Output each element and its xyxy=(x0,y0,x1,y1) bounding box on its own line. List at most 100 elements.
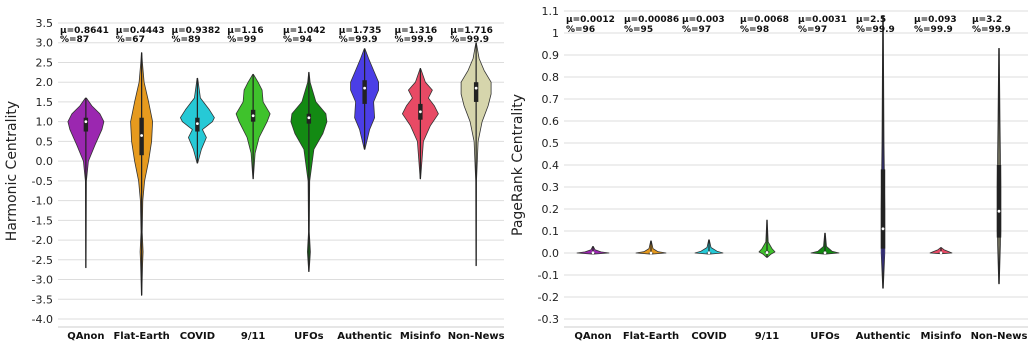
y-tick-label: -0.3 xyxy=(538,313,559,326)
violin-iqr-box xyxy=(83,117,89,132)
y-tick-label: 1.5 xyxy=(36,96,54,109)
percent-annotation: %=99.9 xyxy=(914,25,953,35)
percent-annotation: %=96 xyxy=(566,25,595,35)
mean-annotation: μ=1.716 xyxy=(450,26,493,36)
y-tick-label: -1.0 xyxy=(32,195,53,208)
y-tick-label: -0.1 xyxy=(538,269,559,282)
violin-median-dot xyxy=(765,251,769,254)
mean-annotation: μ=1.16 xyxy=(227,26,263,36)
violin-median-dot xyxy=(307,116,311,120)
violin-median-dot xyxy=(251,114,255,118)
y-tick-label: 0.6 xyxy=(542,115,560,128)
x-tick-label: Authentic xyxy=(856,331,911,342)
x-tick-label: UFOs xyxy=(294,331,323,342)
violin-median-dot xyxy=(195,122,199,126)
y-tick-label: 3.0 xyxy=(36,37,54,50)
violin-misinfo xyxy=(929,247,953,255)
y-tick-label: 2.5 xyxy=(36,56,54,69)
y-tick-label: 0.0 xyxy=(542,247,560,260)
mean-annotation: μ=0.093 xyxy=(914,15,957,25)
y-tick-label: -4.0 xyxy=(32,313,53,326)
violin-misinfo xyxy=(402,68,439,180)
x-tick-label: Non-News xyxy=(971,331,1028,342)
violin-9-11 xyxy=(758,219,776,258)
y-tick-label: 0.5 xyxy=(36,135,54,148)
percent-annotation: %=95 xyxy=(624,25,653,35)
y-tick-label: 0.8 xyxy=(542,71,560,84)
mean-annotation: μ=1.316 xyxy=(395,26,438,36)
violin-median-dot xyxy=(649,251,653,255)
percent-annotation: %=89 xyxy=(172,35,201,45)
percent-annotation: %=99 xyxy=(227,35,256,45)
violin-iqr-box xyxy=(362,80,367,104)
percent-annotation: %=99.9 xyxy=(339,35,378,45)
violin-iqr-box xyxy=(996,165,1002,238)
violin-authentic xyxy=(880,15,886,289)
percent-annotation: %=94 xyxy=(283,35,312,45)
mean-annotation: μ=0.8641 xyxy=(60,26,109,36)
violin-flat-earth xyxy=(130,52,153,296)
violin-median-dot xyxy=(474,86,478,90)
percent-annotation: %=87 xyxy=(60,35,89,45)
y-tick-label: 0.0 xyxy=(36,155,54,168)
violin-flat-earth xyxy=(635,240,667,255)
percent-annotation: %=67 xyxy=(116,35,145,45)
y-tick-label: 2.0 xyxy=(36,76,54,89)
mean-annotation: μ=0.0031 xyxy=(798,15,847,25)
violin-median-dot xyxy=(997,209,1001,213)
violin-median-dot xyxy=(881,227,885,231)
violin-median-dot xyxy=(707,251,711,255)
x-tick-label: COVID xyxy=(691,331,726,342)
mean-annotation: μ=0.003 xyxy=(682,15,725,25)
y-tick-label: -3.0 xyxy=(32,274,53,287)
y-tick-label: -0.2 xyxy=(538,291,559,304)
violin-qanon xyxy=(576,246,610,255)
harmonic-centrality-violin-chart: 3.5 3.0 2.5 2.0 1.5 1.0 0.5 0.0 -0.5 -1.0 -1.5 -2.0… xyxy=(4,17,505,342)
x-tick-label: QAnon xyxy=(67,331,104,342)
x-tick-label: Authentic xyxy=(337,331,392,342)
x-tick-label: QAnon xyxy=(574,331,611,342)
y-tick-label: 0.9 xyxy=(542,49,560,62)
y-tick-label: 1 xyxy=(552,27,559,40)
violin-covid xyxy=(180,77,215,164)
violin-ufos xyxy=(290,71,328,272)
violin-median-dot xyxy=(823,251,827,255)
y-tick-label: -0.5 xyxy=(32,175,53,188)
y-tick-label: -1.5 xyxy=(32,214,53,227)
y-axis-label: Harmonic Centrality xyxy=(4,101,20,241)
percent-annotation: %=98 xyxy=(740,25,769,35)
y-tick-label: -3.5 xyxy=(32,293,53,306)
mean-annotation: μ=0.00086 xyxy=(624,15,679,25)
y-tick-label: 0.1 xyxy=(542,225,560,238)
mean-annotation: μ=0.9382 xyxy=(172,26,221,36)
percent-annotation: %=99.9 xyxy=(856,25,895,35)
violin-9-11 xyxy=(235,73,271,180)
y-tick-label: 0.3 xyxy=(542,181,560,194)
x-tick-label: 9/11 xyxy=(755,331,780,342)
mean-annotation: μ=0.0012 xyxy=(566,15,615,25)
violin-authentic xyxy=(350,48,379,150)
violin-median-dot xyxy=(418,110,422,114)
violin-ufos xyxy=(810,232,840,255)
mean-annotation: μ=1.042 xyxy=(283,26,326,36)
x-tick-label: UFOs xyxy=(810,331,839,342)
x-tick-label: Non-News xyxy=(448,331,505,342)
violin-non-news xyxy=(460,42,492,267)
y-tick-label: 0.4 xyxy=(542,159,560,172)
mean-annotation: μ=2.5 xyxy=(856,15,886,25)
violin-iqr-box xyxy=(880,169,886,249)
percent-annotation: %=99.9 xyxy=(395,35,434,45)
percent-annotation: %=97 xyxy=(798,25,827,35)
y-tick-label: 1.0 xyxy=(36,116,54,129)
mean-annotation: μ=0.0068 xyxy=(740,15,789,25)
pagerank-centrality-violin-chart: 1.1 1 0.9 0.8 0.7 0.6 0.5 0.4 0.3 0.2 0.1 0.0 -0.1 -0… xyxy=(510,5,1028,342)
violin-median-dot xyxy=(140,134,144,137)
y-tick-label: -2.0 xyxy=(32,234,53,247)
y-tick-label: 3.5 xyxy=(36,17,54,30)
violin-median-dot xyxy=(939,251,943,255)
y-tick-label: -2.5 xyxy=(32,254,53,267)
y-tick-label: 1.1 xyxy=(542,5,560,18)
violin-iqr-box xyxy=(473,82,479,102)
y-axis-label: PageRank Centrality xyxy=(510,94,526,236)
